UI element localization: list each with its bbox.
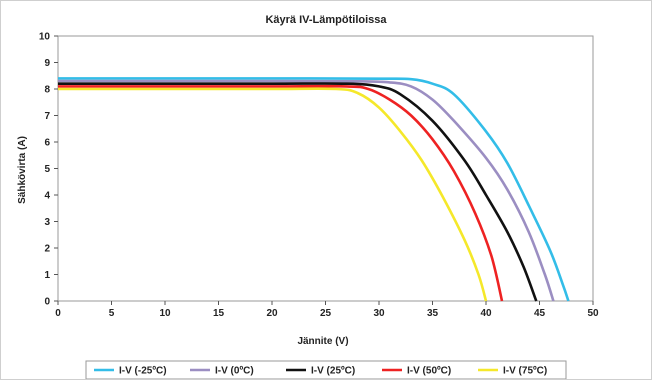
x-tick-label: 25	[320, 308, 332, 319]
legend-box	[85, 360, 567, 379]
series-line-3	[58, 84, 504, 302]
x-tick-label: 40	[480, 308, 492, 319]
y-tick-label: 8	[44, 85, 50, 96]
y-tick-label: 4	[44, 191, 50, 202]
y-tick-label: 7	[44, 111, 50, 122]
series-line-1	[57, 79, 555, 302]
y-axis-label: Sähkövirta (A)	[17, 136, 28, 204]
plot-area	[57, 35, 594, 302]
x-tick-label: 10	[159, 308, 171, 319]
x-tick-label: 0	[55, 308, 61, 319]
x-tick-label: 35	[427, 308, 439, 319]
legend-label: I-V (-25ºC)	[119, 366, 167, 377]
y-tick-label: 10	[39, 32, 51, 43]
x-axis-label: Jännite (V)	[297, 336, 348, 347]
y-tick-labels: 0 1 2 3 4 5 6 7 8 9 10	[39, 32, 51, 308]
legend: I-V (-25ºC) I-V (0ºC) I-V (25ºC) I-V (50ºC)…	[85, 360, 567, 379]
series-line-0	[57, 77, 570, 302]
y-tick-label: 1	[44, 270, 50, 281]
y-tick-label: 5	[44, 164, 50, 175]
series-line-4	[57, 87, 488, 302]
x-tick-label: 30	[373, 308, 385, 319]
x-tick-label: 5	[109, 308, 115, 319]
y-tick-label: 9	[44, 58, 50, 69]
legend-label: I-V (50ºC)	[407, 366, 451, 377]
legend-label: I-V (0ºC)	[215, 366, 254, 377]
x-tick-label: 15	[213, 308, 225, 319]
y-tick-label: 3	[44, 217, 50, 228]
x-tick-labels: 0 5 10 15 20 25 30 35 40 45 50	[55, 308, 599, 319]
y-tick-label: 2	[44, 244, 50, 255]
series-lines	[57, 77, 570, 302]
legend-label: I-V (25ºC)	[311, 366, 355, 377]
y-tick-label: 0	[44, 297, 50, 308]
x-tick-label: 20	[266, 308, 278, 319]
y-tick-label: 6	[44, 138, 50, 149]
chart-title: Käyrä IV-Lämpötiloissa	[265, 14, 387, 26]
series-line-2	[58, 82, 538, 302]
legend-label: I-V (75ºC)	[503, 366, 547, 377]
x-tick-label: 45	[534, 308, 546, 319]
x-tick-label: 50	[587, 308, 599, 319]
